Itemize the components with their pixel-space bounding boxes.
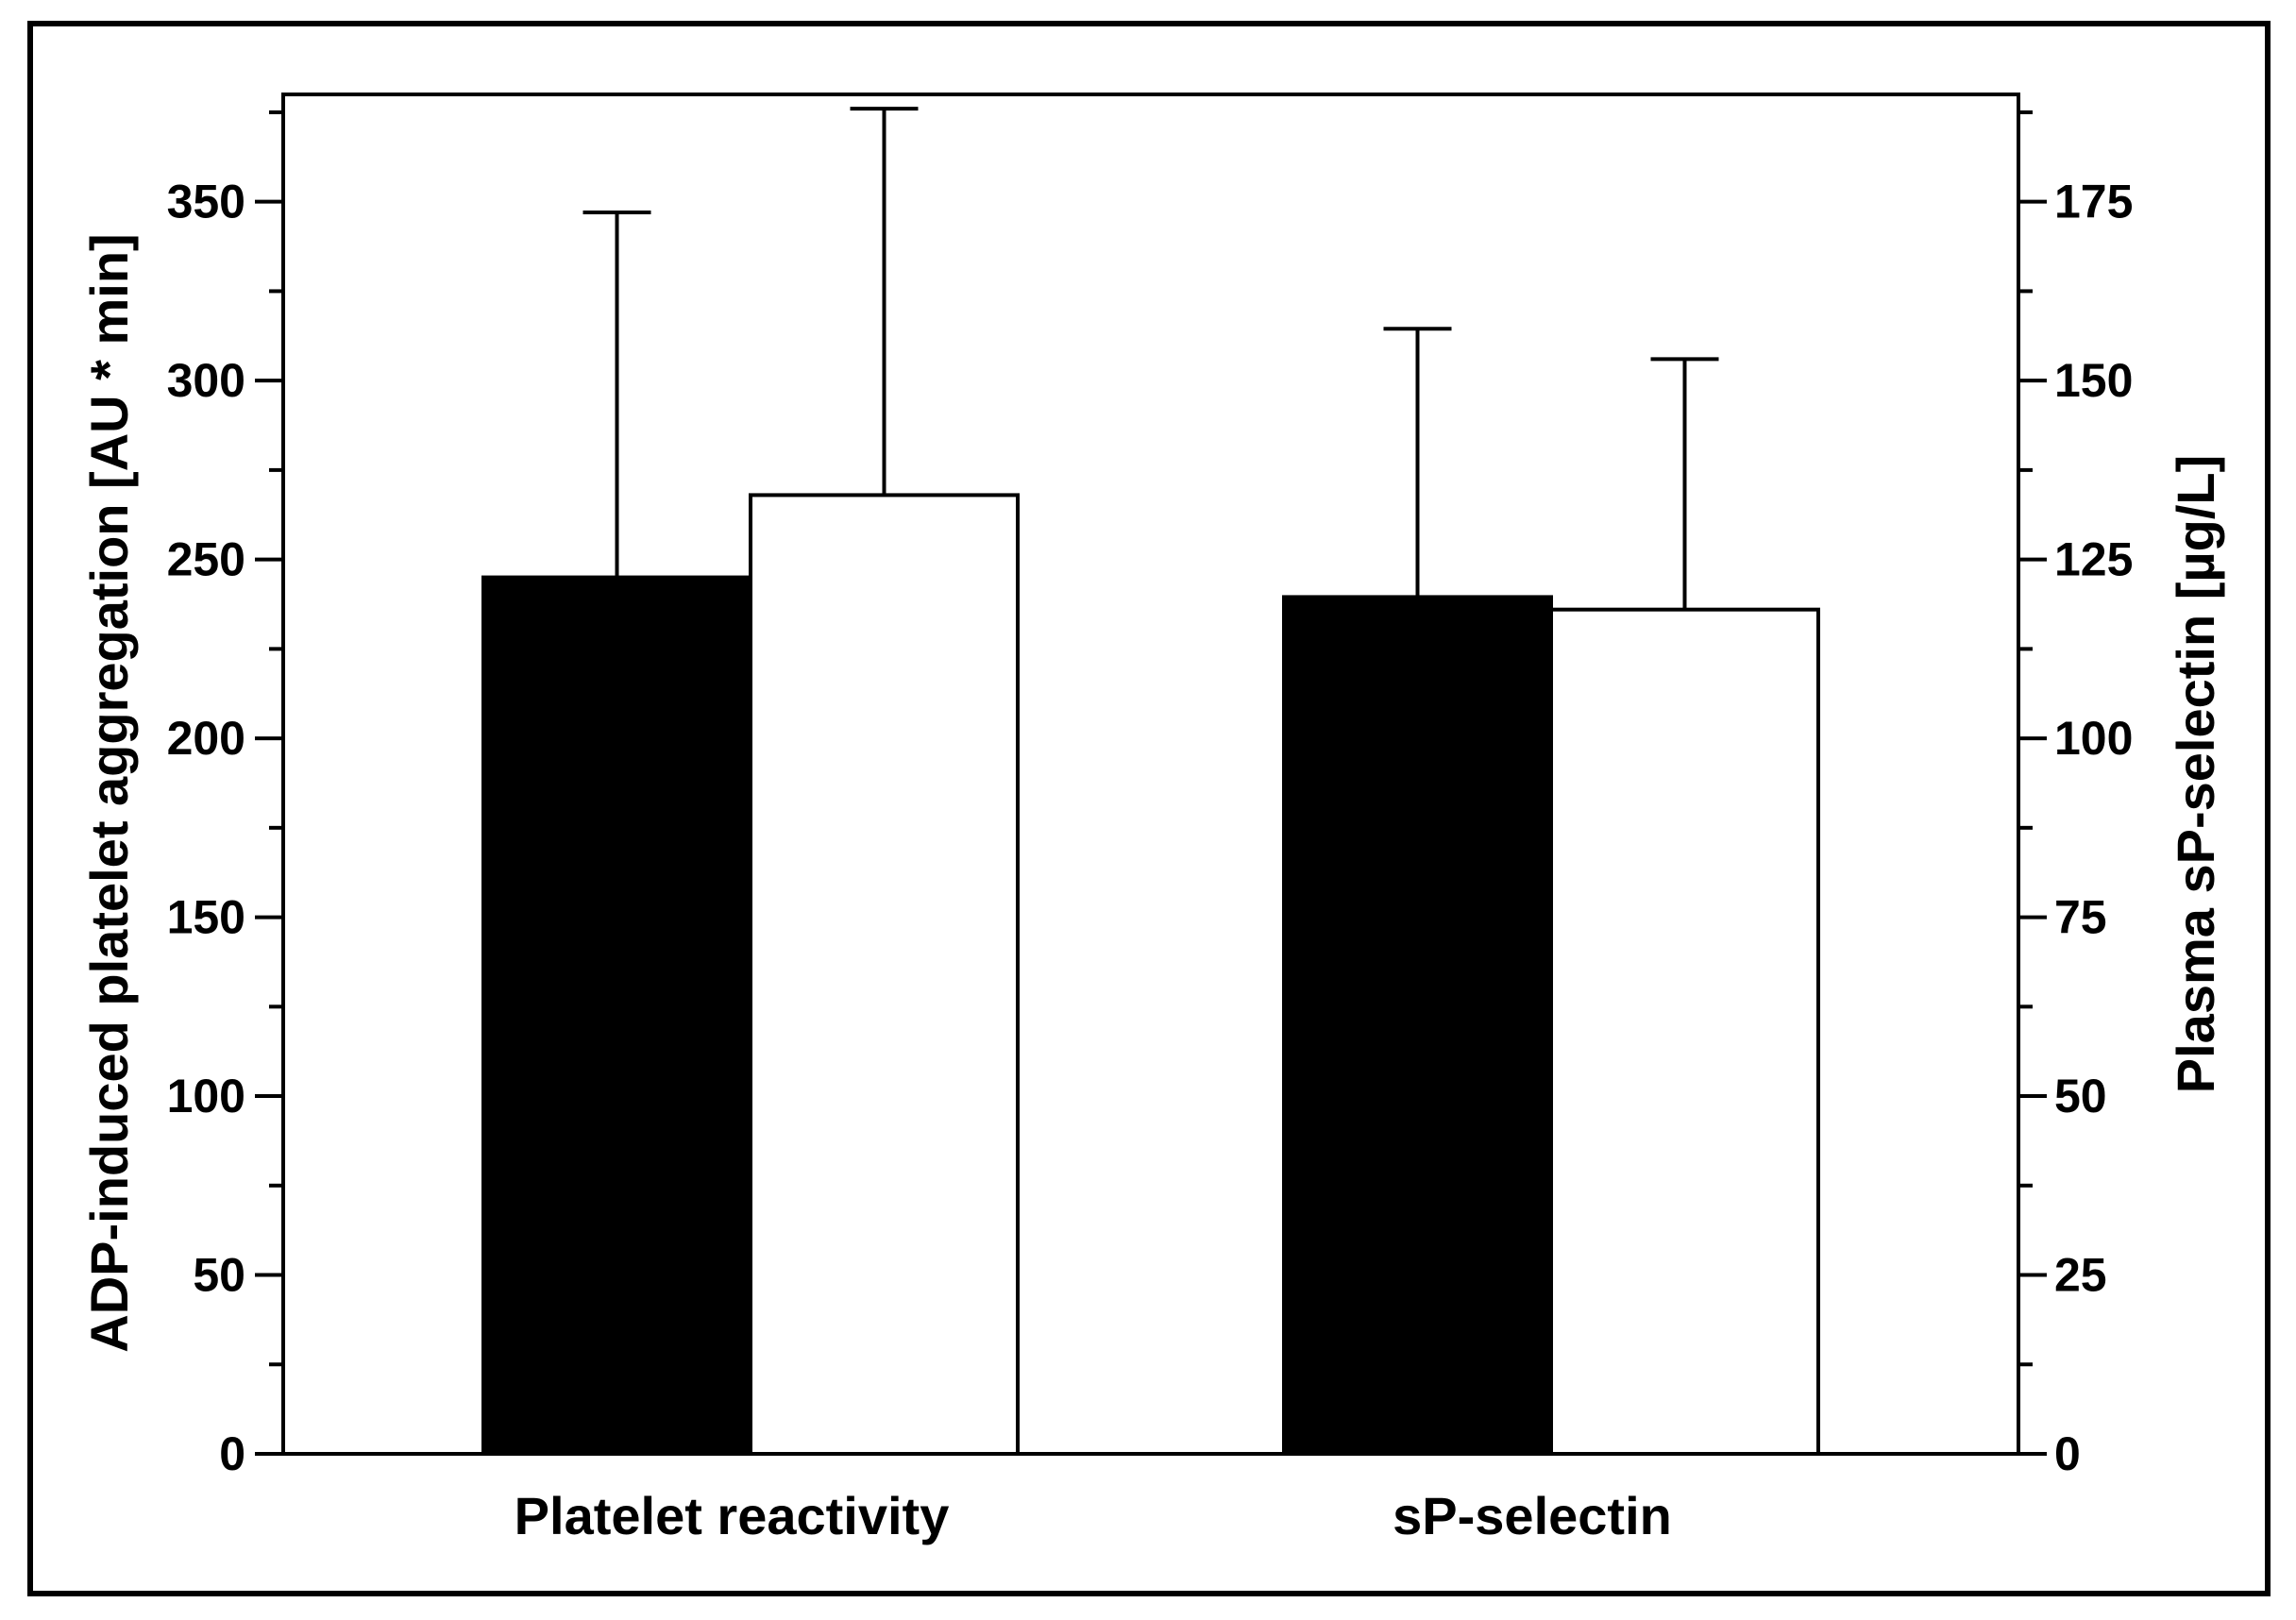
left-tick-label: 50 [193, 1249, 245, 1302]
category-label: Platelet reactivity [515, 1486, 950, 1545]
left-tick-label: 150 [167, 891, 245, 944]
left-axis-title: ADP-induced platelet aggregation [AU * m… [79, 233, 139, 1352]
axes-frame [281, 93, 2020, 1456]
right-axis-title: Plasma sP-selectin [µg/L] [2166, 455, 2225, 1093]
right-tick-label: 125 [2054, 533, 2133, 586]
left-tick-label: 0 [219, 1427, 245, 1480]
right-tick-label: 50 [2054, 1070, 2107, 1122]
bar-open-0 [749, 493, 1020, 1456]
plot-area: 0 50 100 150 200 250 300 350 0 25 50 75 100 125 150 175… [167, 93, 2133, 1545]
left-tick-label: 300 [167, 354, 245, 407]
right-tick-label: 150 [2054, 354, 2133, 407]
left-tick-label: 100 [167, 1070, 245, 1122]
bar-filled-1 [1282, 595, 1553, 1456]
right-tick-label: 100 [2054, 712, 2133, 765]
left-tick-label: 250 [167, 533, 245, 586]
bar-open-1 [1549, 607, 1820, 1456]
right-tick-label: 75 [2054, 891, 2107, 944]
figure-frame [27, 21, 2271, 1596]
left-tick-label: 200 [167, 712, 245, 765]
right-tick-label: 175 [2054, 176, 2133, 228]
left-tick-label: 350 [167, 176, 245, 228]
right-tick-label: 25 [2054, 1249, 2107, 1302]
category-label: sP-selectin [1393, 1486, 1672, 1545]
right-tick-label: 0 [2054, 1427, 2081, 1480]
bar-filled-0 [481, 575, 752, 1456]
